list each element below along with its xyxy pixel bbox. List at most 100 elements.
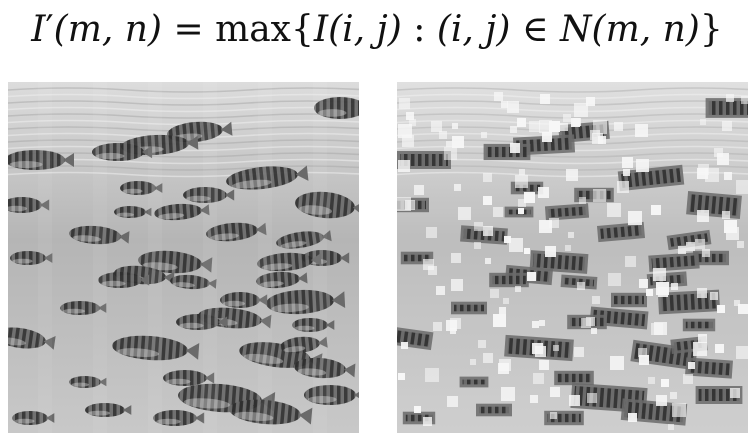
max-block-artifact — [549, 121, 560, 132]
max-block-artifact — [539, 320, 545, 326]
max-block-artifact — [700, 119, 706, 125]
max-block-artifact — [515, 175, 528, 188]
max-block-artifact — [483, 226, 493, 236]
max-block-artifact — [540, 94, 550, 104]
fish — [266, 289, 346, 315]
max-block-artifact — [722, 121, 732, 131]
fish — [451, 301, 487, 315]
max-block-artifact — [568, 232, 574, 238]
max-block-artifact — [501, 101, 508, 108]
max-block-artifact — [579, 197, 586, 204]
max-block-artifact — [622, 157, 633, 168]
max-block-artifact — [414, 406, 421, 413]
max-block-artifact — [710, 292, 718, 300]
max-block-artifact — [639, 355, 649, 365]
max-block-artifact — [529, 121, 540, 132]
light-ray — [148, 82, 162, 433]
max-block-artifact — [593, 120, 607, 134]
max-block-artifact — [614, 122, 623, 131]
max-block-artifact — [671, 283, 678, 290]
max-block-artifact — [519, 169, 525, 175]
surface-ripple — [8, 87, 359, 93]
fish — [295, 191, 359, 219]
fish — [183, 187, 235, 203]
max-block-artifact — [474, 222, 483, 231]
light-ray — [93, 82, 107, 433]
max-block-artifact — [658, 287, 668, 297]
fish — [617, 164, 685, 192]
max-block-artifact — [510, 143, 520, 153]
max-block-artifact — [592, 296, 600, 304]
max-block-artifact — [444, 147, 457, 160]
max-block-artifact — [533, 373, 544, 384]
max-block-artifact — [458, 207, 471, 220]
surface-ripple — [8, 93, 359, 100]
max-block-artifact — [734, 300, 740, 306]
max-block-artifact — [398, 124, 412, 138]
max-block-artifact — [397, 197, 411, 211]
light-ray — [203, 82, 217, 433]
max-block-artifact — [414, 185, 424, 195]
max-block-artifact — [683, 374, 693, 384]
max-block-artifact — [697, 210, 709, 222]
max-block-artifact — [738, 304, 748, 314]
fish — [10, 251, 53, 265]
max-block-artifact — [549, 218, 559, 228]
formula-equals: = — [173, 9, 204, 50]
max-block-artifact — [399, 98, 410, 109]
max-block-artifact — [428, 266, 437, 275]
max-block-artifact — [726, 227, 739, 240]
max-block-artifact — [532, 321, 539, 328]
max-block-artifact — [431, 121, 442, 132]
max-block-artifact — [730, 388, 740, 398]
max-block-artifact — [501, 387, 515, 401]
max-block-artifact — [493, 314, 506, 327]
surface-ripple — [8, 165, 359, 171]
max-block-artifact — [518, 208, 524, 214]
fish — [554, 370, 594, 386]
max-block-artifact — [510, 126, 517, 133]
max-block-artifact — [686, 242, 695, 251]
max-block-artifact — [425, 368, 439, 382]
max-filtered-image-panel — [397, 82, 748, 433]
fish — [170, 274, 217, 290]
formula-neighborhood: N — [560, 9, 592, 50]
fish — [163, 370, 215, 386]
max-block-artifact — [688, 362, 695, 369]
fish — [98, 272, 150, 288]
fish — [153, 410, 205, 426]
max-block-artifact — [517, 118, 526, 127]
max-block-artifact — [656, 395, 667, 406]
max-block-artifact — [592, 133, 603, 144]
max-block-artifact — [504, 236, 511, 243]
max-block-artifact — [481, 132, 487, 138]
light-ray — [38, 82, 52, 433]
fish — [206, 222, 267, 242]
max-block-artifact — [569, 395, 580, 406]
max-block-artifact — [586, 97, 595, 106]
fish — [114, 206, 152, 218]
surface-ripple — [8, 145, 359, 152]
fish — [476, 403, 512, 417]
max-block-artifact — [452, 136, 464, 148]
fish — [69, 225, 130, 245]
fish — [648, 252, 700, 272]
max-block-artifact — [545, 246, 556, 257]
max-block-artifact — [698, 334, 707, 343]
max-block-artifact — [625, 256, 636, 267]
max-block-artifact — [717, 153, 729, 165]
max-block-artifact — [451, 279, 463, 291]
fish — [257, 252, 322, 272]
max-block-artifact — [639, 279, 648, 288]
max-block-artifact — [714, 148, 723, 157]
formula-member: ∈ — [521, 9, 549, 50]
max-block-artifact — [577, 282, 585, 290]
max-block-artifact — [446, 141, 452, 147]
fish — [685, 357, 733, 379]
max-block-artifact — [436, 286, 445, 295]
max-block-artifact — [736, 346, 748, 359]
max-block-artifact — [565, 245, 571, 251]
max-block-artifact — [651, 205, 661, 215]
fish — [686, 190, 742, 220]
fish — [611, 292, 647, 308]
